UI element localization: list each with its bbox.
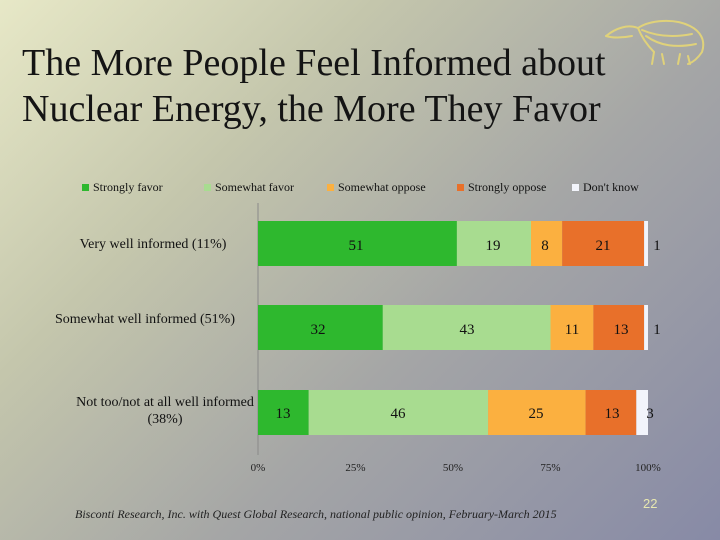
category-label-very-well: Very well informed (11%) (79, 237, 227, 252)
x-tick-label: 0% (251, 462, 266, 474)
data-label: 43 (460, 322, 475, 338)
legend-label: Somewhat favor (215, 180, 294, 194)
bar-segment (636, 390, 648, 435)
data-label: 13 (276, 406, 291, 422)
bar-segment (258, 221, 457, 266)
bar-segment (308, 390, 489, 435)
data-label: 25 (529, 406, 544, 422)
x-tick-label: 75% (540, 462, 560, 474)
legend-label: Strongly favor (93, 180, 163, 194)
data-label: 32 (311, 322, 326, 338)
data-label: 3 (646, 406, 654, 422)
bar-segment (593, 305, 645, 350)
x-tick-label: 100% (635, 462, 661, 474)
source-citation: Bisconti Research, Inc. with Quest Globa… (75, 507, 557, 521)
data-label: 51 (349, 238, 364, 254)
data-label: 1 (653, 322, 661, 338)
legend-item-somewhat-favor: Somewhat favor (204, 180, 294, 195)
title-line-2: Nuclear Energy, the More They Favor (22, 88, 601, 130)
anteater-logo (605, 20, 705, 65)
category-label-not-informed: Not too/not at all well informed (38%) (76, 395, 254, 427)
data-label: 1 (653, 238, 661, 254)
legend-swatch (327, 184, 334, 191)
bar-segment (550, 305, 594, 350)
page-number: 22 (643, 496, 658, 511)
bar-segment (258, 305, 383, 350)
legend-item-strongly-favor: Strongly favor (82, 180, 163, 195)
legend-swatch (82, 184, 89, 191)
data-label: 13 (614, 322, 629, 338)
x-tick-label: 25% (345, 462, 365, 474)
bar-segment (456, 221, 531, 266)
data-label: 21 (596, 238, 611, 254)
bar-segment (258, 390, 309, 435)
bar-segment (644, 221, 648, 266)
data-label: 13 (605, 406, 620, 422)
legend-item-strongly-oppose: Strongly oppose (457, 180, 546, 195)
bar-segment (644, 305, 648, 350)
data-label: 46 (391, 406, 407, 422)
legend-swatch (572, 184, 579, 191)
bar-segment (562, 221, 645, 266)
legend-label: Strongly oppose (468, 180, 547, 194)
legend-item-somewhat-oppose: Somewhat oppose (327, 180, 426, 195)
bar-segment (488, 390, 586, 435)
data-label: 19 (486, 238, 501, 254)
data-label: 11 (565, 322, 579, 338)
legend-label: Somewhat oppose (338, 180, 426, 194)
bar-segment (531, 221, 563, 266)
legend-item-don-t-know: Don't know (572, 180, 639, 195)
title-line-1: The More People Feel Informed about (22, 42, 606, 84)
category-label-somewhat-well: Somewhat well informed (51%) (54, 312, 235, 327)
x-tick-label: 50% (443, 462, 463, 474)
legend-swatch (204, 184, 211, 191)
bar-segment (382, 305, 551, 350)
slide-title: The More People Feel Informed about Nucl… (22, 40, 712, 132)
legend-label: Don't know (583, 180, 639, 194)
legend-swatch (457, 184, 464, 191)
bar-segment (585, 390, 637, 435)
data-label: 8 (541, 238, 549, 254)
